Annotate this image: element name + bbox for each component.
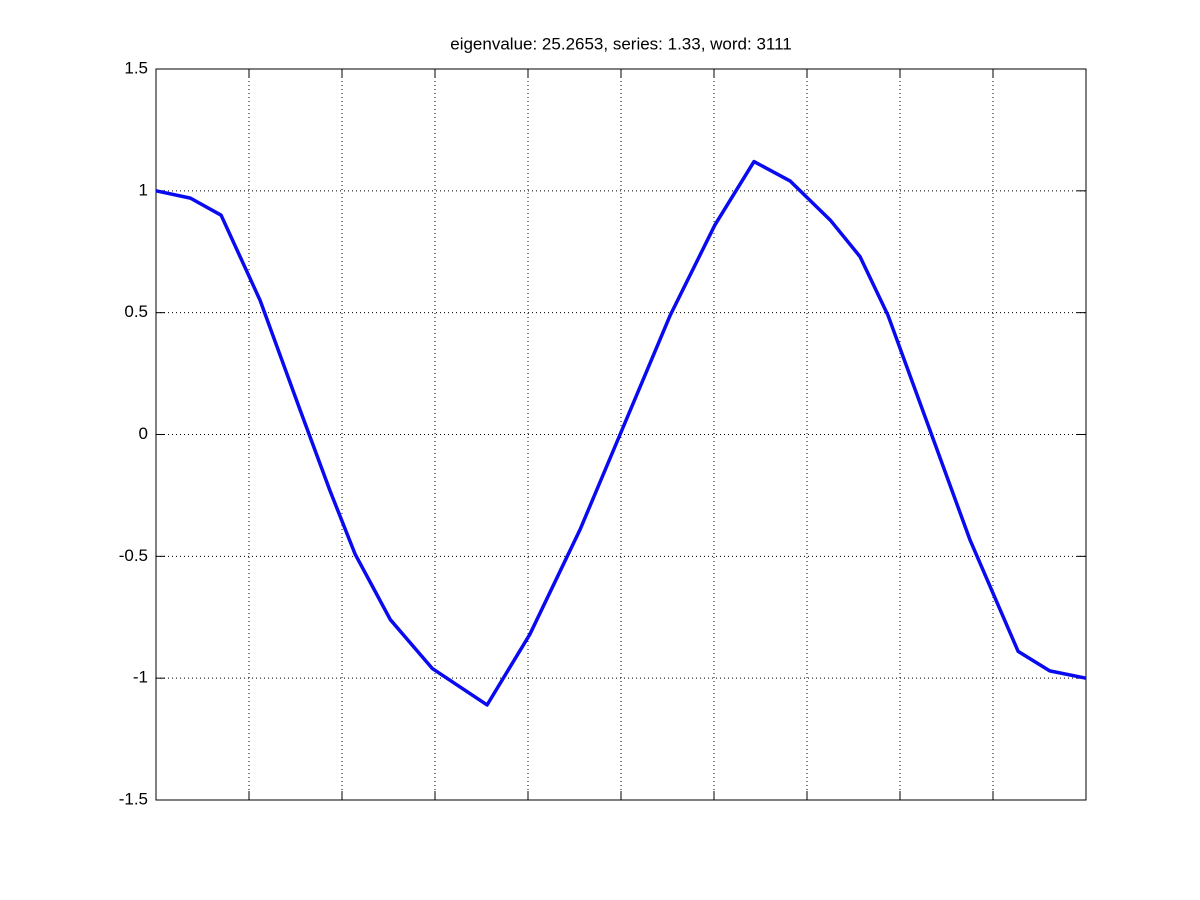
- y-tick-label: -1.5: [119, 789, 148, 808]
- plot-frame: [155, 68, 1087, 801]
- y-tick-label: 1: [139, 180, 148, 199]
- y-tick-label: 0: [139, 424, 148, 443]
- y-tick-label: -0.5: [119, 546, 148, 565]
- y-tick-label: 1.5: [124, 58, 148, 77]
- y-tick-label: 0.5: [124, 302, 148, 321]
- y-tick-label: -1: [133, 668, 148, 687]
- data-line: [155, 159, 1087, 707]
- chart-title: eigenvalue: 25.2653, series: 1.33, word:…: [450, 34, 792, 53]
